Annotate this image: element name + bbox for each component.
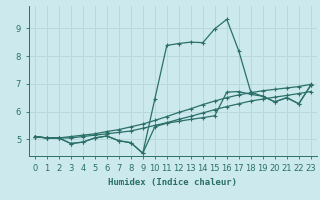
X-axis label: Humidex (Indice chaleur): Humidex (Indice chaleur) bbox=[108, 178, 237, 187]
